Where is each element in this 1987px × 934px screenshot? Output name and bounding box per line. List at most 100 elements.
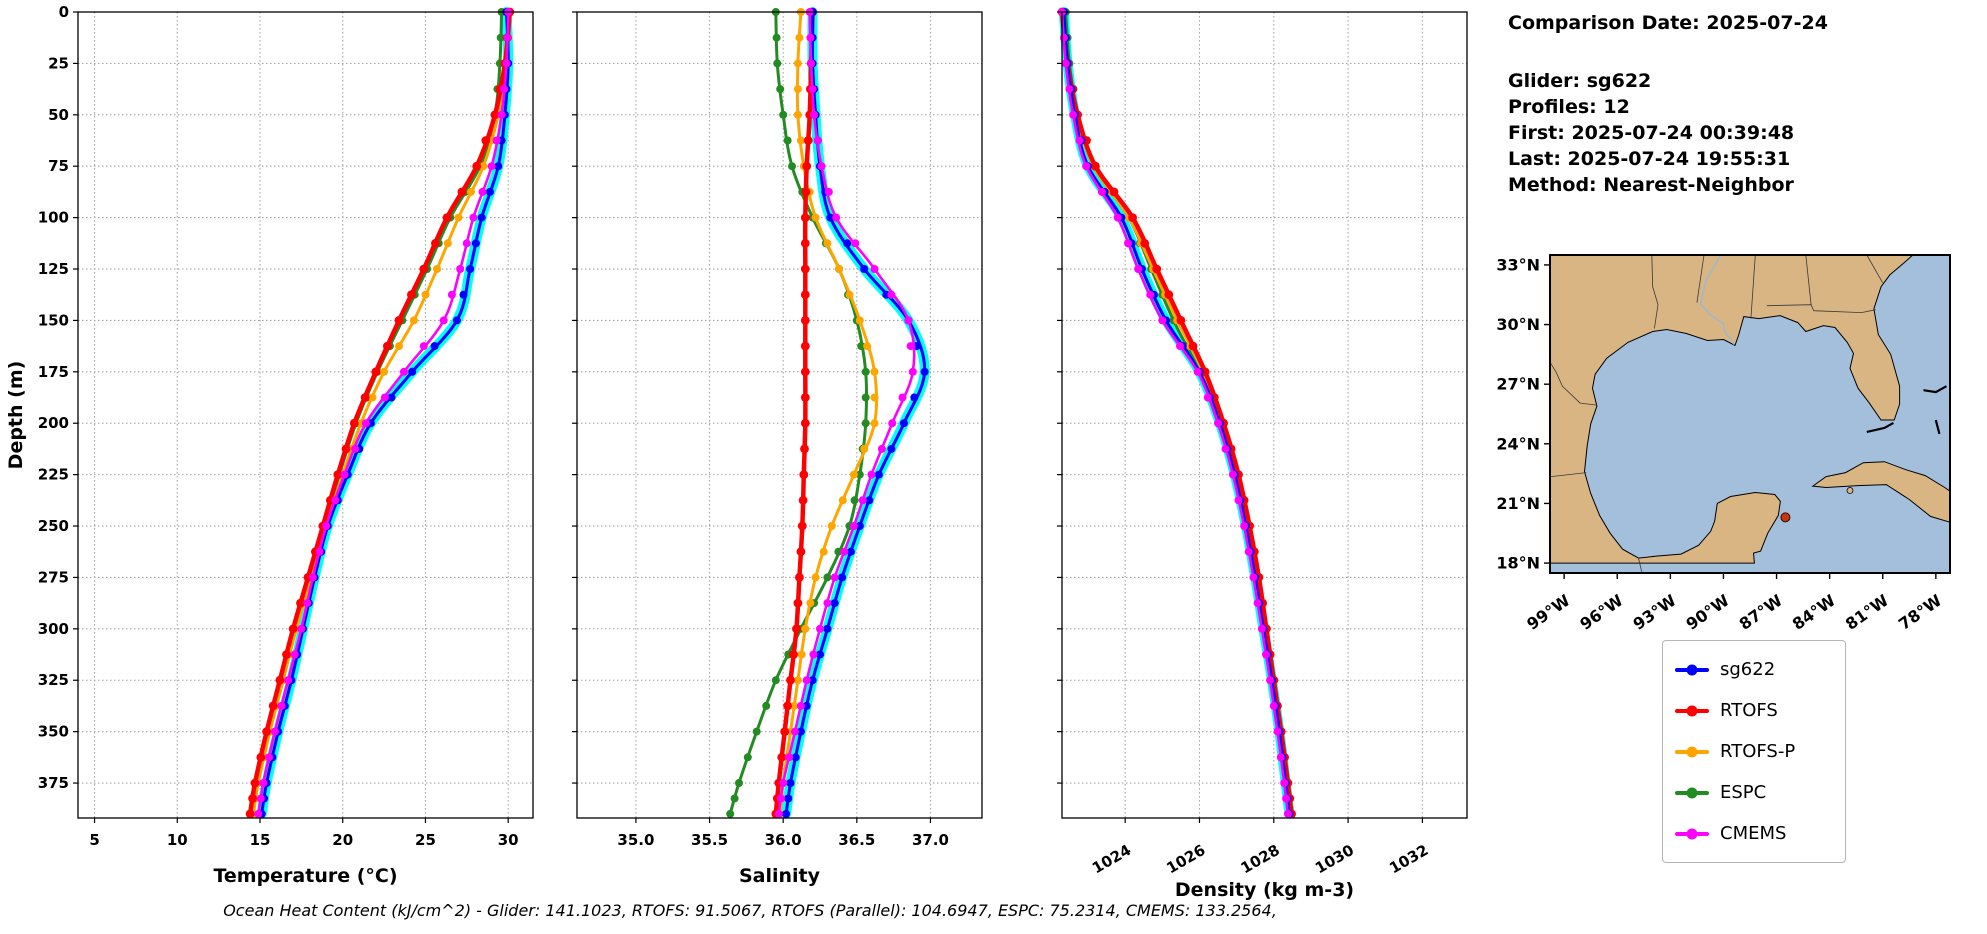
series-marker-RTOFS xyxy=(800,238,810,248)
series-marker-RTOFS-P xyxy=(790,701,799,710)
series-marker-RTOFS xyxy=(1109,187,1119,197)
series-CMEMS-temperature xyxy=(254,8,513,818)
series-marker-CMEMS xyxy=(1176,342,1184,351)
series-marker-RTOFS xyxy=(800,367,810,377)
series-marker-RTOFS xyxy=(248,794,257,803)
series-marker-CMEMS xyxy=(303,599,312,608)
map-borders xyxy=(1651,255,1659,329)
series-marker-CMEMS xyxy=(259,779,268,787)
legend-label: CMEMS xyxy=(1720,823,1787,844)
series-marker-CMEMS xyxy=(1266,676,1275,685)
series-marker-CMEMS xyxy=(830,573,839,582)
series-marker-RTOFS xyxy=(800,213,810,223)
map-lat-label: 24°N xyxy=(1496,434,1540,453)
x-tick-label: 20 xyxy=(332,831,353,849)
series-marker-RTOFS xyxy=(282,650,291,659)
map-frame xyxy=(1549,254,1951,574)
series-marker-RTOFS-P xyxy=(421,290,430,299)
series-marker-RTOFS-P xyxy=(835,265,844,273)
series-marker-CMEMS xyxy=(447,290,456,299)
series-marker-ESPC xyxy=(861,419,870,428)
legend-entry-rtofs: RTOFS xyxy=(1675,690,1833,731)
series-sg622-density xyxy=(1059,8,1294,818)
series-marker-CMEMS xyxy=(858,496,867,505)
series-marker-CMEMS xyxy=(877,444,886,453)
x-tick-label: 5 xyxy=(89,831,99,849)
series-marker-CMEMS xyxy=(1134,265,1143,273)
series-marker-CMEMS xyxy=(796,701,805,710)
series-marker-RTOFS xyxy=(780,727,790,736)
legend-dot-espc xyxy=(1686,787,1698,798)
series-marker-ESPC xyxy=(788,162,796,171)
map-borders xyxy=(1766,304,1876,314)
y-tick-label: 225 xyxy=(38,466,69,484)
series-marker-CMEMS xyxy=(419,342,428,351)
series-marker-ESPC xyxy=(730,794,739,803)
map-borders xyxy=(1550,361,1597,406)
series-marker-RTOFS-P xyxy=(368,393,377,402)
y-tick-label: 150 xyxy=(38,311,69,329)
series-marker-RTOFS xyxy=(797,521,807,531)
series-marker-sg622 xyxy=(387,393,396,402)
legend: sg622 RTOFS RTOFS-P ESPC CMEMS xyxy=(1662,640,1846,863)
series-marker-RTOFS xyxy=(793,598,803,608)
series-marker-ESPC xyxy=(773,59,782,68)
axis-frame xyxy=(576,11,983,819)
series-marker-CMEMS xyxy=(809,650,818,659)
legend-label: sg622 xyxy=(1720,659,1776,680)
legend-line-marker-rtofs-p xyxy=(1675,746,1709,757)
series-marker-RTOFS-P xyxy=(811,213,820,222)
series-marker-RTOFS xyxy=(786,675,795,685)
x-tick-label: 1030 xyxy=(1312,841,1357,877)
series-marker-RTOFS xyxy=(383,341,392,351)
series-marker-RTOFS xyxy=(250,778,260,788)
last-profile-time: Last: 2025-07-24 19:55:31 xyxy=(1508,148,1791,170)
series-marker-sg622 xyxy=(802,701,811,710)
series-CMEMS-density xyxy=(1058,8,1292,818)
series-marker-CMEMS xyxy=(1065,85,1074,94)
series-marker-RTOFS xyxy=(472,161,482,171)
series-marker-CMEMS xyxy=(1203,393,1212,402)
series-marker-CMEMS xyxy=(500,85,508,94)
series-marker-ESPC xyxy=(861,367,870,376)
series-marker-CMEMS xyxy=(824,187,833,196)
series-line-RTOFS-P xyxy=(778,11,879,815)
y-tick-label: 350 xyxy=(38,723,69,741)
series-marker-RTOFS-P xyxy=(793,676,802,685)
series-marker-RTOFS xyxy=(349,418,359,428)
series-marker-CMEMS xyxy=(1221,444,1230,453)
series-marker-CMEMS xyxy=(254,809,263,818)
series-marker-sg622 xyxy=(796,727,805,736)
series-marker-CMEMS xyxy=(840,547,849,556)
y-tick-label: 50 xyxy=(48,106,69,124)
legend-line-marker-espc xyxy=(1675,787,1709,798)
map-river xyxy=(1699,255,1735,345)
series-marker-CMEMS xyxy=(1097,187,1106,196)
series-marker-CMEMS xyxy=(1124,239,1132,248)
series-marker-RTOFS xyxy=(795,573,804,582)
series-marker-CMEMS xyxy=(1273,727,1282,736)
map-borders xyxy=(1638,558,1643,573)
x-tick-label: 1032 xyxy=(1386,841,1431,877)
x-axis-title: Density (kg m-3) xyxy=(1175,879,1354,901)
legend-entry-espc: ESPC xyxy=(1675,772,1833,813)
series-marker-RTOFS xyxy=(1164,290,1174,300)
series-marker-CMEMS xyxy=(1276,753,1285,762)
series-marker-CMEMS xyxy=(806,33,815,42)
series-marker-CMEMS xyxy=(1113,213,1122,222)
series-marker-RTOFS-P xyxy=(797,650,806,659)
series-marker-CMEMS xyxy=(867,470,876,479)
series-marker-sg622 xyxy=(459,290,468,299)
series-marker-RTOFS xyxy=(1200,367,1210,377)
legend-label: RTOFS-P xyxy=(1720,741,1796,762)
series-marker-CMEMS xyxy=(1082,162,1091,171)
series-marker-sg622 xyxy=(786,779,795,787)
x-tick-label: 30 xyxy=(498,831,519,849)
series-marker-sg622 xyxy=(471,239,480,248)
map-borders xyxy=(1750,255,1756,319)
series-marker-RTOFS xyxy=(360,393,370,402)
series-marker-CMEMS xyxy=(308,573,317,582)
series-marker-CMEMS xyxy=(908,367,917,376)
series-marker-CMEMS xyxy=(1158,316,1167,325)
series-marker-CMEMS xyxy=(777,794,785,803)
